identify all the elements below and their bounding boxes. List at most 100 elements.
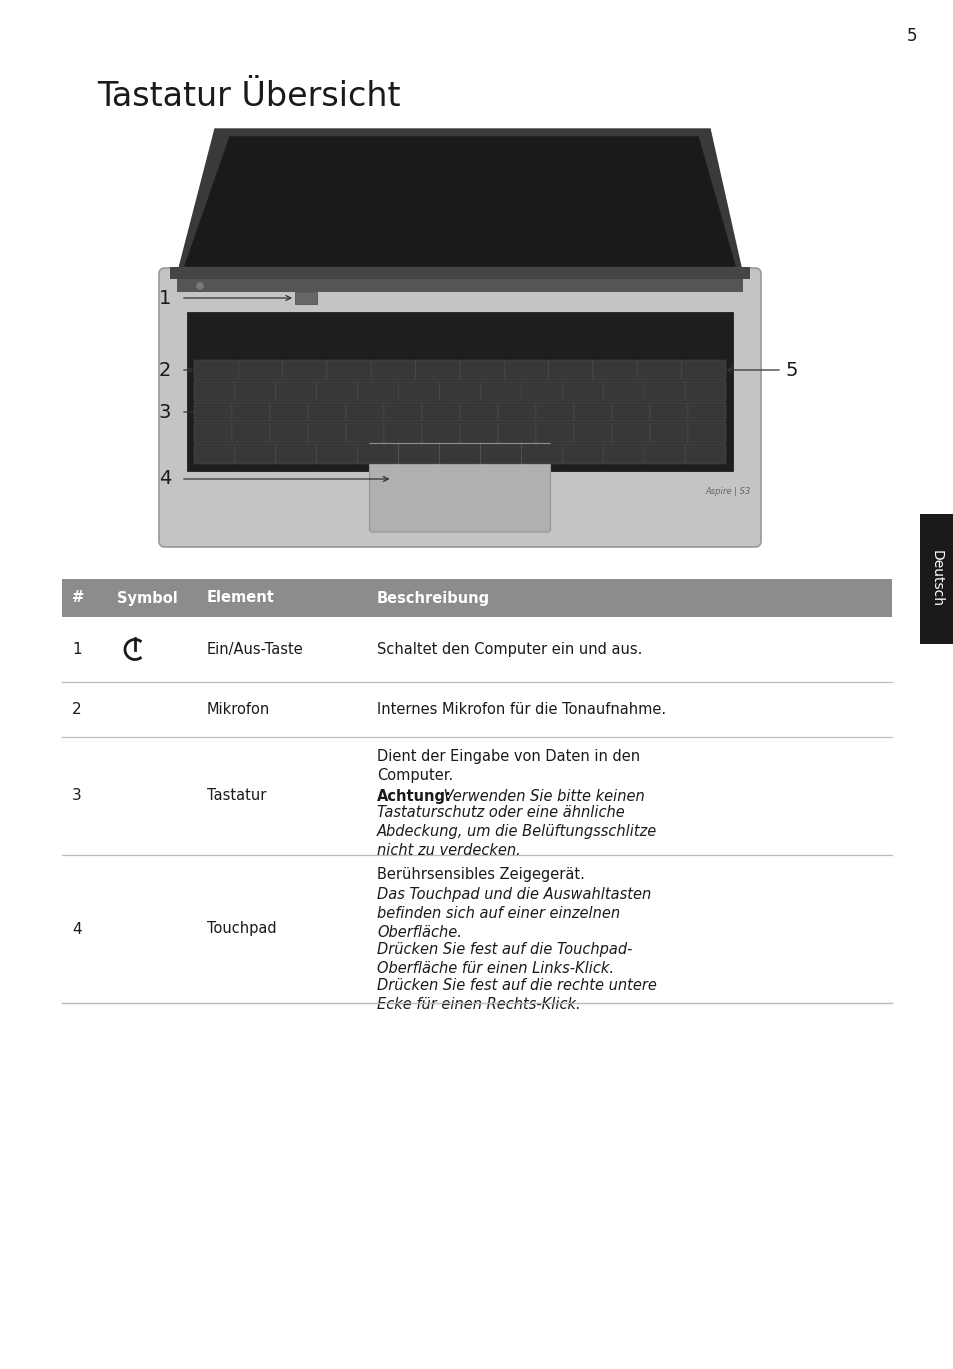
FancyBboxPatch shape bbox=[497, 402, 536, 422]
FancyBboxPatch shape bbox=[232, 402, 270, 422]
FancyBboxPatch shape bbox=[416, 360, 459, 381]
FancyBboxPatch shape bbox=[643, 381, 684, 401]
Text: Element: Element bbox=[207, 590, 274, 605]
FancyBboxPatch shape bbox=[684, 444, 725, 464]
FancyBboxPatch shape bbox=[439, 444, 480, 464]
FancyBboxPatch shape bbox=[234, 381, 275, 401]
Text: Aspire | S3: Aspire | S3 bbox=[704, 486, 750, 496]
FancyBboxPatch shape bbox=[687, 402, 725, 422]
Text: Tastatur: Tastatur bbox=[207, 789, 266, 804]
Text: 4: 4 bbox=[158, 470, 171, 489]
FancyBboxPatch shape bbox=[238, 360, 282, 381]
FancyBboxPatch shape bbox=[270, 402, 308, 422]
Bar bbox=[170, 267, 749, 279]
FancyBboxPatch shape bbox=[649, 423, 687, 444]
FancyBboxPatch shape bbox=[521, 381, 561, 401]
Text: Achtung:: Achtung: bbox=[376, 789, 452, 804]
Circle shape bbox=[196, 283, 203, 289]
Text: 3: 3 bbox=[71, 789, 82, 804]
FancyBboxPatch shape bbox=[316, 444, 357, 464]
FancyBboxPatch shape bbox=[308, 402, 346, 422]
Bar bbox=[62, 856, 891, 1003]
FancyBboxPatch shape bbox=[421, 423, 459, 444]
Text: 3: 3 bbox=[158, 402, 171, 422]
Text: Mikrofon: Mikrofon bbox=[207, 702, 270, 717]
FancyBboxPatch shape bbox=[232, 423, 270, 444]
Text: Tastaturschutz oder eine ähnliche
Abdeckung, um die Belüftungsschlitze
nicht zu : Tastaturschutz oder eine ähnliche Abdeck… bbox=[376, 805, 657, 858]
Text: 2: 2 bbox=[71, 702, 82, 717]
FancyBboxPatch shape bbox=[574, 402, 612, 422]
Bar bbox=[62, 682, 891, 737]
FancyBboxPatch shape bbox=[574, 423, 612, 444]
Text: Drücken Sie fest auf die rechte untere
Ecke für einen Rechts-Klick.: Drücken Sie fest auf die rechte untere E… bbox=[376, 977, 657, 1012]
FancyBboxPatch shape bbox=[612, 423, 649, 444]
FancyBboxPatch shape bbox=[270, 423, 308, 444]
FancyBboxPatch shape bbox=[398, 444, 439, 464]
Text: Beschreibung: Beschreibung bbox=[376, 590, 490, 605]
FancyBboxPatch shape bbox=[480, 381, 521, 401]
FancyBboxPatch shape bbox=[504, 360, 548, 381]
Bar bbox=[62, 579, 891, 617]
Polygon shape bbox=[185, 137, 734, 266]
FancyBboxPatch shape bbox=[459, 402, 497, 422]
FancyBboxPatch shape bbox=[282, 360, 327, 381]
FancyBboxPatch shape bbox=[316, 381, 357, 401]
FancyBboxPatch shape bbox=[308, 423, 346, 444]
Text: 4: 4 bbox=[71, 921, 82, 936]
FancyBboxPatch shape bbox=[193, 381, 234, 401]
FancyBboxPatch shape bbox=[439, 381, 480, 401]
FancyBboxPatch shape bbox=[561, 381, 602, 401]
Text: 5: 5 bbox=[785, 360, 798, 379]
FancyBboxPatch shape bbox=[681, 360, 725, 381]
FancyBboxPatch shape bbox=[684, 381, 725, 401]
FancyBboxPatch shape bbox=[536, 423, 574, 444]
Text: Ein/Aus-Taste: Ein/Aus-Taste bbox=[207, 642, 303, 657]
Text: Internes Mikrofon für die Tonaufnahme.: Internes Mikrofon für die Tonaufnahme. bbox=[376, 702, 665, 717]
FancyBboxPatch shape bbox=[593, 360, 637, 381]
FancyBboxPatch shape bbox=[602, 381, 643, 401]
FancyBboxPatch shape bbox=[561, 444, 602, 464]
FancyBboxPatch shape bbox=[357, 444, 398, 464]
FancyBboxPatch shape bbox=[612, 402, 649, 422]
FancyBboxPatch shape bbox=[637, 360, 681, 381]
Text: Schaltet den Computer ein und aus.: Schaltet den Computer ein und aus. bbox=[376, 642, 641, 657]
FancyBboxPatch shape bbox=[459, 423, 497, 444]
Text: Touchpad: Touchpad bbox=[207, 921, 276, 936]
FancyBboxPatch shape bbox=[421, 402, 459, 422]
FancyBboxPatch shape bbox=[548, 360, 593, 381]
FancyBboxPatch shape bbox=[193, 360, 238, 381]
FancyBboxPatch shape bbox=[193, 444, 234, 464]
Text: 1: 1 bbox=[71, 642, 82, 657]
FancyBboxPatch shape bbox=[193, 423, 232, 444]
Bar bbox=[919, 513, 953, 643]
Text: Tastatur Übersicht: Tastatur Übersicht bbox=[97, 81, 400, 114]
Text: 1: 1 bbox=[158, 289, 171, 308]
FancyBboxPatch shape bbox=[369, 426, 550, 533]
Text: Symbol: Symbol bbox=[117, 590, 177, 605]
Text: Verwenden Sie bitte keinen: Verwenden Sie bitte keinen bbox=[438, 789, 644, 804]
FancyBboxPatch shape bbox=[497, 423, 536, 444]
FancyBboxPatch shape bbox=[371, 360, 416, 381]
Bar bbox=[294, 292, 316, 304]
FancyBboxPatch shape bbox=[480, 444, 521, 464]
Bar bbox=[177, 279, 742, 292]
FancyBboxPatch shape bbox=[275, 381, 316, 401]
FancyBboxPatch shape bbox=[643, 444, 684, 464]
Bar bbox=[62, 617, 891, 682]
Text: Deutsch: Deutsch bbox=[929, 550, 943, 608]
Text: #: # bbox=[71, 590, 84, 605]
FancyBboxPatch shape bbox=[398, 381, 439, 401]
FancyBboxPatch shape bbox=[459, 360, 504, 381]
FancyBboxPatch shape bbox=[234, 444, 275, 464]
Bar bbox=[187, 312, 732, 471]
FancyBboxPatch shape bbox=[346, 402, 384, 422]
FancyBboxPatch shape bbox=[193, 402, 232, 422]
Text: Dient der Eingabe von Daten in den
Computer.: Dient der Eingabe von Daten in den Compu… bbox=[376, 749, 639, 783]
FancyBboxPatch shape bbox=[384, 423, 421, 444]
FancyBboxPatch shape bbox=[687, 423, 725, 444]
FancyBboxPatch shape bbox=[275, 444, 316, 464]
FancyBboxPatch shape bbox=[346, 423, 384, 444]
FancyBboxPatch shape bbox=[649, 402, 687, 422]
FancyBboxPatch shape bbox=[602, 444, 643, 464]
FancyBboxPatch shape bbox=[159, 268, 760, 548]
